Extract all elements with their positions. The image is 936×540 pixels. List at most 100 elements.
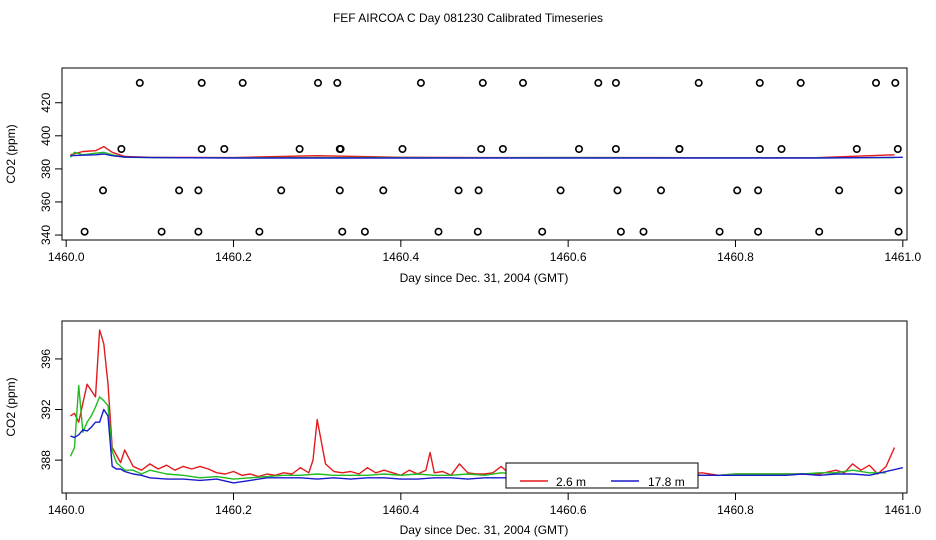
top-series-line-2 bbox=[70, 153, 903, 159]
scatter-point-1-0 bbox=[117, 145, 126, 154]
scatter-point-1-5 bbox=[336, 145, 345, 154]
top-y-tick-label: 420 bbox=[39, 92, 53, 112]
bottom-x-tick-label: 1460.8 bbox=[717, 503, 754, 517]
top-y-tick-label: 400 bbox=[39, 125, 53, 145]
scatter-point-3-9 bbox=[616, 227, 625, 236]
top-x-tick-label: 1460.0 bbox=[48, 250, 85, 264]
legend: 2.6 m 17.8 m bbox=[505, 462, 699, 489]
top-y-axis-label: CO2 (ppm) bbox=[4, 124, 18, 183]
scatter-point-2-2 bbox=[194, 186, 203, 195]
scatter-point-3-5 bbox=[360, 227, 369, 236]
bottom-y-tick-label: 388 bbox=[39, 450, 53, 470]
scatter-point-2-7 bbox=[474, 186, 483, 195]
scatter-point-2-10 bbox=[656, 186, 665, 195]
bottom-y-axis-label: CO2 (ppm) bbox=[4, 377, 18, 436]
legend-box bbox=[505, 462, 699, 489]
scatter-point-1-10 bbox=[611, 145, 620, 154]
scatter-point-0-11 bbox=[755, 78, 764, 87]
top-x-axis: 1460.0 1460.2 1460.4 1460.6 1460.8 1461.0 bbox=[48, 240, 921, 264]
scatter-point-1-15 bbox=[852, 145, 861, 154]
scatter-point-0-12 bbox=[796, 78, 805, 87]
scatter-point-1-12 bbox=[675, 145, 684, 154]
legend-label-17-8m: 17.8 m bbox=[648, 475, 685, 489]
scatter-point-2-12 bbox=[754, 186, 763, 195]
scatter-point-0-8 bbox=[594, 78, 603, 87]
bottom-y-axis: 388 392 396 bbox=[39, 349, 62, 470]
bottom-x-tick-label: 1460.2 bbox=[215, 503, 252, 517]
top-y-tick-label: 360 bbox=[39, 192, 53, 212]
scatter-point-3-12 bbox=[754, 227, 763, 236]
bottom-x-tick-label: 1461.0 bbox=[884, 503, 921, 517]
scatter-point-1-13 bbox=[755, 145, 764, 154]
scatter-point-0-9 bbox=[611, 78, 620, 87]
scatter-point-2-4 bbox=[335, 186, 344, 195]
top-x-tick-label: 1460.2 bbox=[215, 250, 252, 264]
scatter-point-3-14 bbox=[894, 227, 903, 236]
scatter-point-3-13 bbox=[815, 227, 824, 236]
scatter-point-3-6 bbox=[434, 227, 443, 236]
scatter-point-1-2 bbox=[220, 145, 229, 154]
legend-label-2-6m: 2.6 m bbox=[556, 475, 586, 489]
bottom-series-line-2 bbox=[70, 408, 903, 484]
scatter-point-2-5 bbox=[379, 186, 388, 195]
bottom-series-lines bbox=[69, 329, 903, 484]
scatter-point-0-4 bbox=[333, 78, 342, 87]
scatter-point-2-8 bbox=[556, 186, 565, 195]
scatter-point-1-3 bbox=[295, 145, 304, 154]
top-y-tick-label: 340 bbox=[39, 225, 53, 245]
scatter-point-3-10 bbox=[639, 227, 648, 236]
bottom-panel: 1460.0 1460.2 1460.4 1460.6 1460.8 1461.0 388… bbox=[4, 320, 921, 537]
scatter-point-1-16 bbox=[893, 145, 902, 154]
scatter-point-1-8 bbox=[498, 145, 507, 154]
top-x-tick-label: 1460.6 bbox=[550, 250, 587, 264]
scatter-point-3-1 bbox=[157, 227, 166, 236]
scatter-point-3-0 bbox=[80, 227, 89, 236]
scatter-point-0-14 bbox=[891, 78, 900, 87]
top-x-tick-label: 1460.8 bbox=[717, 250, 754, 264]
scatter-point-2-9 bbox=[613, 186, 622, 195]
scatter-point-0-5 bbox=[416, 78, 425, 87]
top-x-tick-label: 1461.0 bbox=[884, 250, 921, 264]
top-scatter-points bbox=[80, 78, 903, 236]
bottom-y-tick-label: 392 bbox=[39, 399, 53, 419]
scatter-point-0-1 bbox=[197, 78, 206, 87]
top-panel: 1460.0 1460.2 1460.4 1460.6 1460.8 1461.0 340… bbox=[4, 67, 921, 285]
scatter-point-0-6 bbox=[478, 78, 487, 87]
scatter-point-2-0 bbox=[99, 186, 108, 195]
bottom-x-tick-label: 1460.0 bbox=[48, 503, 85, 517]
scatter-point-2-14 bbox=[894, 186, 903, 195]
scatter-point-3-8 bbox=[538, 227, 547, 236]
scatter-point-3-3 bbox=[255, 227, 264, 236]
scatter-point-2-3 bbox=[277, 186, 286, 195]
bottom-series-line-0 bbox=[70, 329, 896, 478]
scatter-point-3-7 bbox=[473, 227, 482, 236]
scatter-point-3-2 bbox=[194, 227, 203, 236]
scatter-point-0-2 bbox=[238, 78, 247, 87]
bottom-y-tick-label: 396 bbox=[39, 349, 53, 369]
top-series-lines bbox=[69, 145, 903, 159]
bottom-series-line-1 bbox=[69, 384, 887, 480]
scatter-point-1-7 bbox=[477, 145, 486, 154]
scatter-point-2-6 bbox=[454, 186, 463, 195]
top-y-axis: 340 360 380 400 420 bbox=[39, 92, 62, 245]
scatter-point-1-14 bbox=[777, 145, 786, 154]
scatter-point-0-3 bbox=[313, 78, 322, 87]
chart-title: FEF AIRCOA C Day 081230 Calibrated Times… bbox=[333, 11, 603, 25]
top-x-tick-label: 1460.4 bbox=[382, 250, 419, 264]
scatter-point-2-1 bbox=[175, 186, 184, 195]
scatter-point-0-7 bbox=[518, 78, 527, 87]
top-plot-frame bbox=[61, 67, 908, 241]
scatter-point-2-11 bbox=[733, 186, 742, 195]
scatter-point-0-0 bbox=[135, 78, 144, 87]
scatter-point-0-13 bbox=[871, 78, 880, 87]
scatter-point-3-4 bbox=[338, 227, 347, 236]
scatter-point-1-1 bbox=[197, 145, 206, 154]
scatter-point-1-9 bbox=[574, 145, 583, 154]
top-x-axis-label: Day since Dec. 31, 2004 (GMT) bbox=[400, 271, 569, 285]
bottom-x-axis: 1460.0 1460.2 1460.4 1460.6 1460.8 1461.0 bbox=[48, 493, 921, 517]
scatter-point-2-13 bbox=[835, 186, 844, 195]
bottom-plot-frame bbox=[61, 320, 908, 494]
scatter-point-0-10 bbox=[694, 78, 703, 87]
top-y-tick-label: 380 bbox=[39, 159, 53, 179]
